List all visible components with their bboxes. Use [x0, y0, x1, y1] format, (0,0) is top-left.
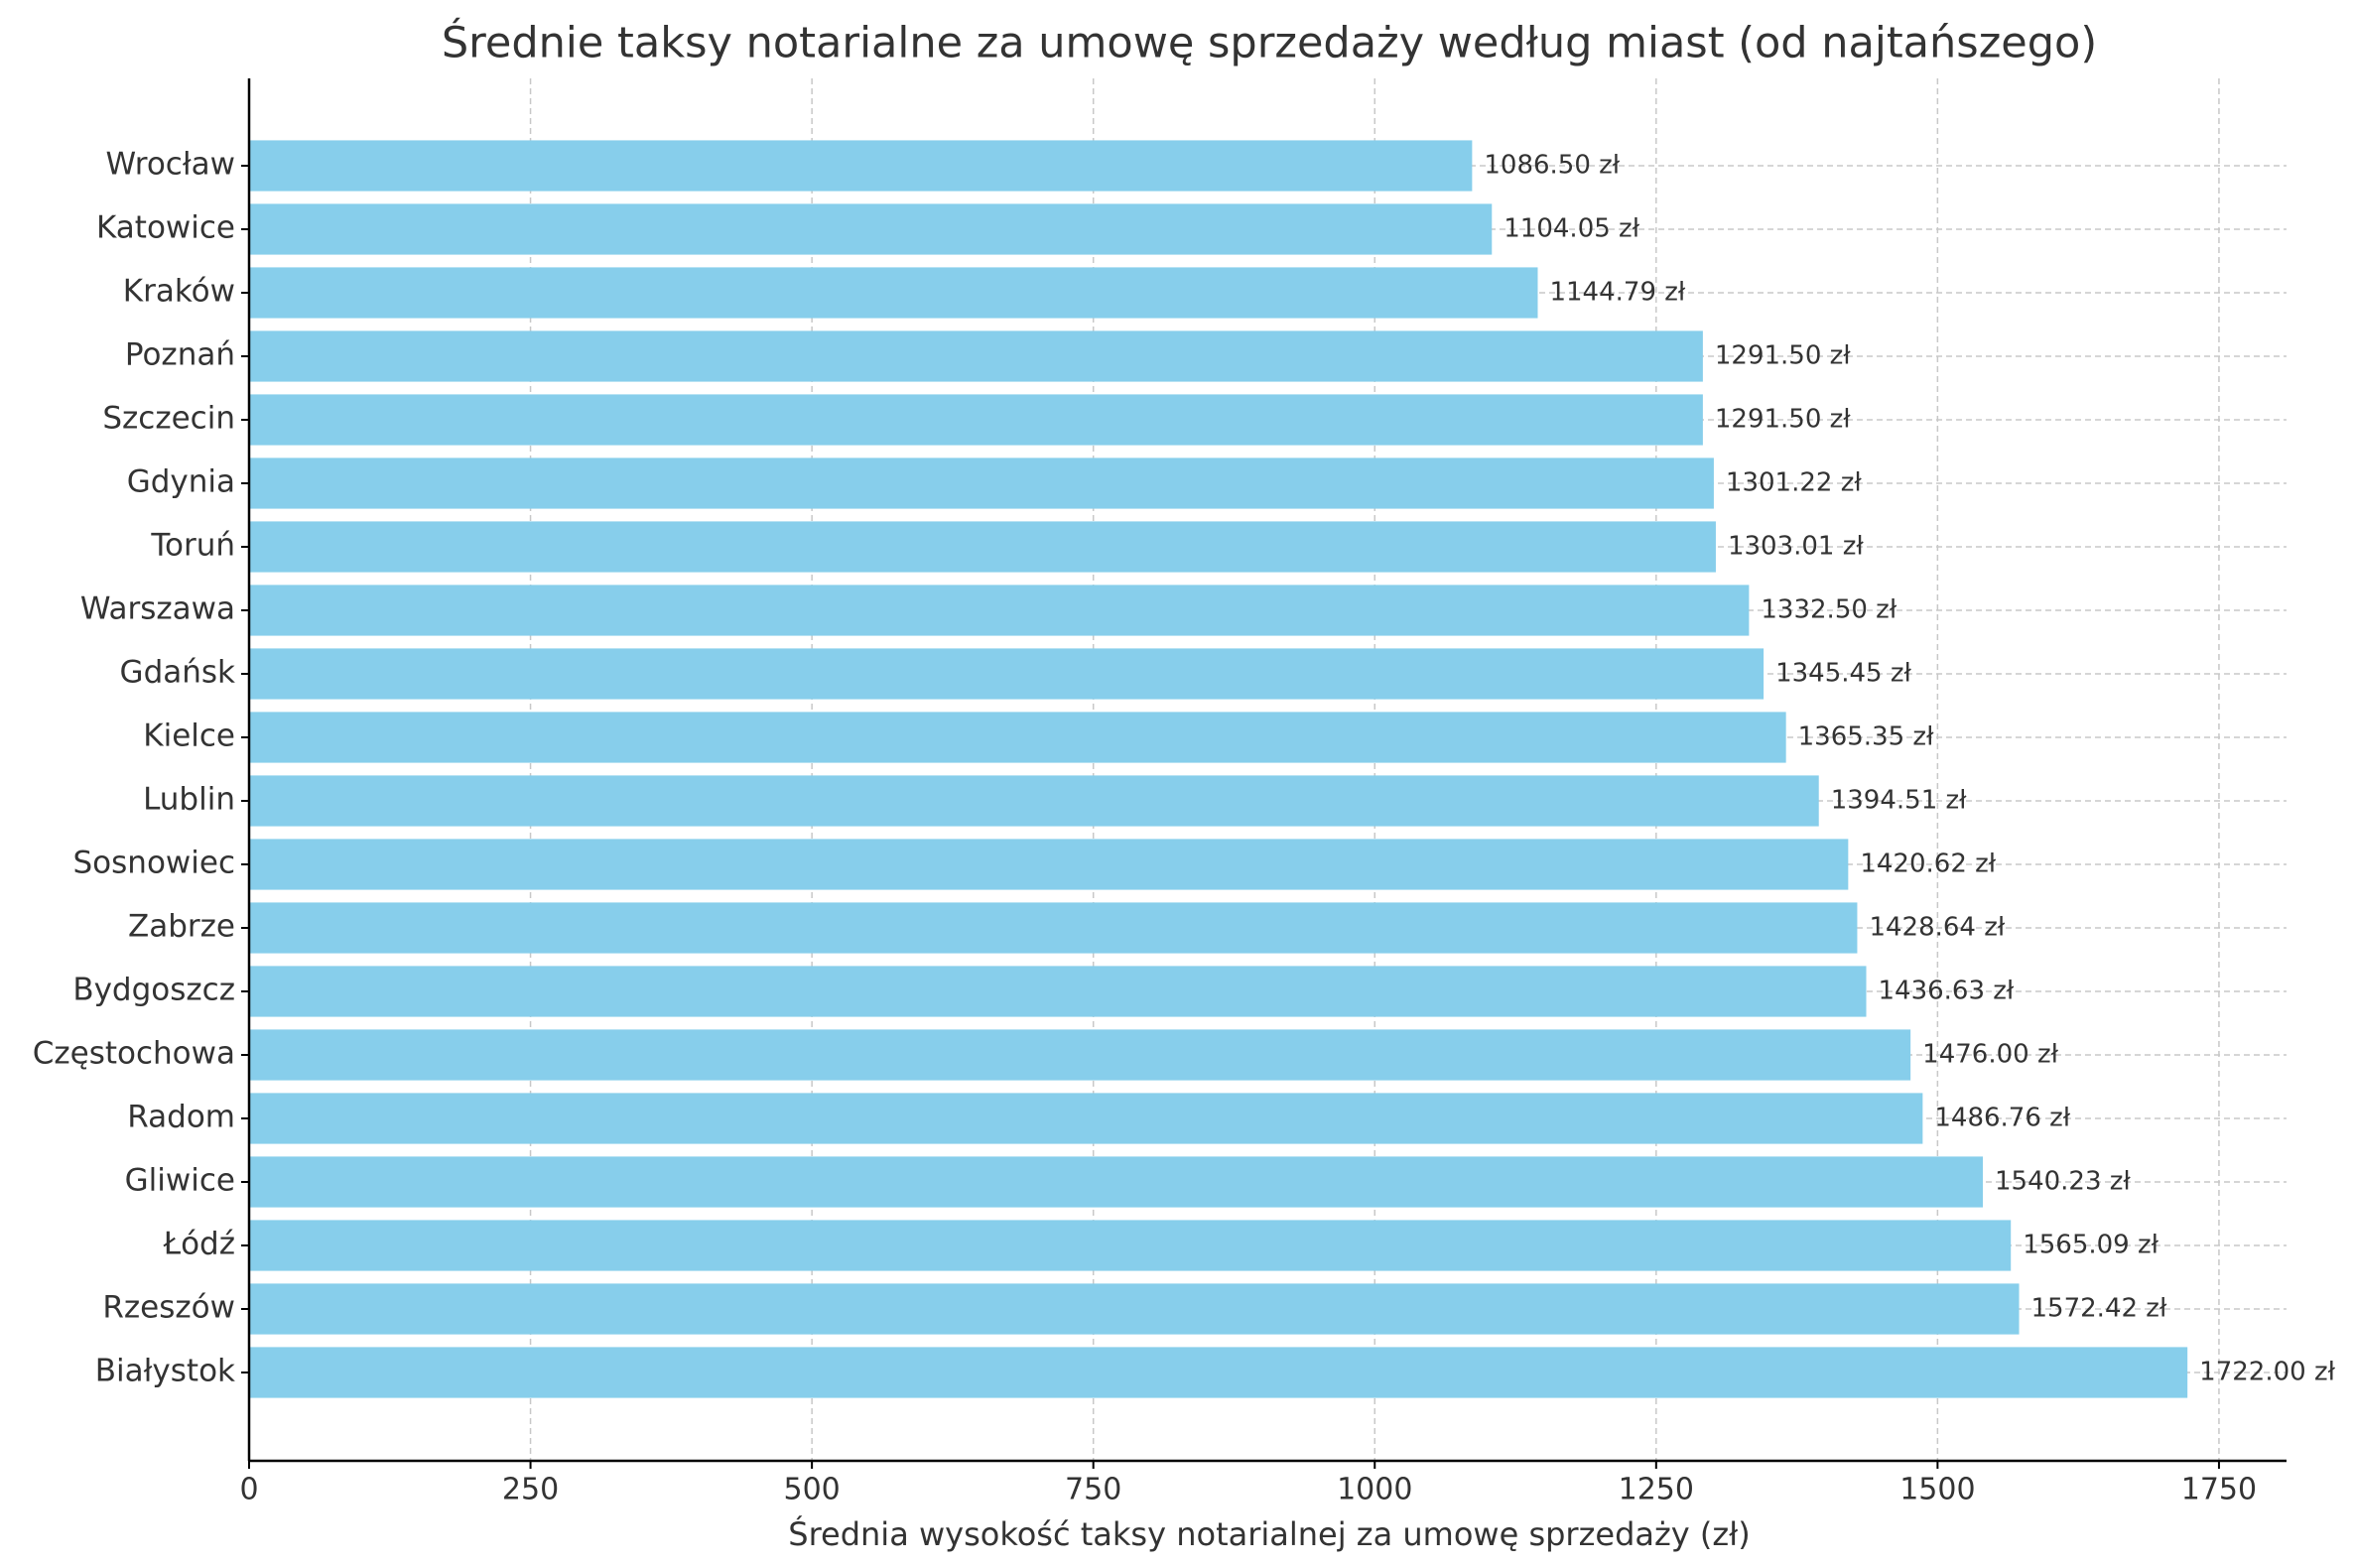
- bar: [249, 140, 1473, 192]
- value-label: 1365.35 zł: [1798, 722, 1934, 752]
- x-tick-label: 1500: [1899, 1473, 1975, 1507]
- value-label: 1428.64 zł: [1869, 913, 2005, 943]
- value-label: 1486.76 zł: [1934, 1104, 2070, 1133]
- value-label: 1301.22 zł: [1726, 468, 1862, 498]
- y-tick-label: Kraków: [123, 274, 235, 310]
- value-label: 1476.00 zł: [1922, 1040, 2058, 1070]
- y-tick-label: Sosnowiec: [73, 846, 236, 881]
- chart-title: Średnie taksy notarialne za umowę sprzed…: [442, 18, 2097, 68]
- value-label: 1565.09 zł: [2023, 1231, 2158, 1260]
- x-axis-label: Średnia wysokość taksy notarialnej za um…: [788, 1514, 1751, 1553]
- y-tick-label: Zabrze: [128, 909, 235, 945]
- bar: [249, 1156, 1984, 1208]
- value-label: 1144.79 zł: [1549, 278, 1685, 308]
- x-tick-label: 1750: [2181, 1473, 2257, 1507]
- bar: [249, 839, 1849, 890]
- bar: [249, 1347, 2188, 1398]
- bar: [249, 1283, 2020, 1335]
- x-tick-label: 1000: [1337, 1473, 1412, 1507]
- x-tick-label: 1250: [1619, 1473, 1694, 1507]
- y-tick-label: Lublin: [143, 782, 235, 818]
- value-label: 1332.50 zł: [1761, 595, 1896, 625]
- value-label: 1540.23 zł: [1995, 1167, 2131, 1197]
- bar: [249, 521, 1716, 573]
- x-tick-label: 750: [1065, 1473, 1121, 1507]
- y-tick-label: Katowice: [96, 210, 235, 246]
- value-label: 1104.05 zł: [1504, 214, 1639, 244]
- bar: [249, 267, 1538, 319]
- bar: [249, 457, 1714, 509]
- y-tick-label: Gliwice: [125, 1163, 235, 1199]
- bar: [249, 902, 1858, 954]
- y-tick-label: Warszawa: [80, 591, 235, 627]
- bar: [249, 585, 1750, 636]
- x-tick-label: 0: [239, 1473, 258, 1507]
- bar: [249, 1093, 1923, 1144]
- bar: [249, 648, 1765, 700]
- y-tick-label: Częstochowa: [33, 1036, 235, 1072]
- y-tick-label: Poznań: [125, 337, 235, 373]
- bar: [249, 394, 1703, 446]
- value-label: 1303.01 zł: [1728, 532, 1864, 562]
- y-tick-label: Rzeszów: [102, 1290, 235, 1326]
- value-label: 1086.50 zł: [1484, 151, 1620, 181]
- y-tick-label: Szczecin: [102, 401, 235, 437]
- y-tick-label: Gdańsk: [120, 655, 235, 691]
- y-tick-label: Radom: [127, 1100, 235, 1135]
- bar: [249, 330, 1703, 382]
- bar: [249, 966, 1867, 1017]
- bar: [249, 1029, 1911, 1081]
- value-label: 1394.51 zł: [1831, 786, 1967, 816]
- y-tick-label: Kielce: [143, 719, 235, 754]
- y-tick-label: Gdynia: [127, 464, 235, 500]
- bar: [249, 775, 1819, 827]
- y-tick-label: Łódź: [163, 1227, 235, 1262]
- y-tick-label: Toruń: [150, 528, 235, 564]
- y-tick-label: Wrocław: [106, 147, 236, 183]
- value-label: 1572.42 zł: [2031, 1294, 2167, 1324]
- bar: [249, 203, 1493, 255]
- value-label: 1722.00 zł: [2199, 1358, 2335, 1387]
- value-label: 1291.50 zł: [1715, 341, 1851, 371]
- value-label: 1291.50 zł: [1715, 405, 1851, 435]
- value-label: 1345.45 zł: [1775, 659, 1911, 689]
- x-tick-label: 250: [502, 1473, 559, 1507]
- value-label: 1436.63 zł: [1879, 977, 2015, 1006]
- bar: [249, 712, 1786, 763]
- x-tick-label: 500: [783, 1473, 840, 1507]
- bar: [249, 1220, 2012, 1271]
- y-tick-label: Białystok: [95, 1354, 235, 1389]
- y-tick-label: Bydgoszcz: [72, 973, 235, 1008]
- value-label: 1420.62 zł: [1860, 849, 1996, 879]
